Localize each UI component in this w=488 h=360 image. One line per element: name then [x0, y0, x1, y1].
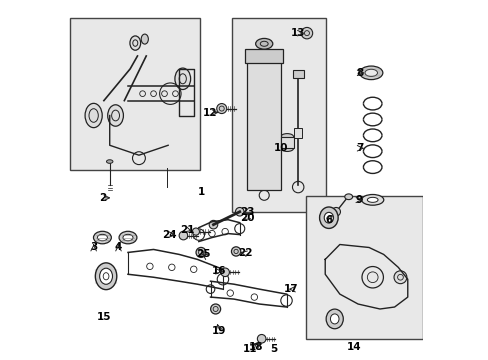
Text: 20: 20 [239, 213, 254, 223]
Ellipse shape [359, 66, 382, 80]
Text: 6: 6 [325, 215, 332, 225]
Circle shape [393, 271, 406, 284]
Bar [280, 137, 293, 148]
Circle shape [301, 27, 312, 39]
Bar [305, 196, 422, 339]
Ellipse shape [130, 36, 141, 50]
Ellipse shape [344, 194, 352, 199]
Ellipse shape [255, 39, 272, 49]
Ellipse shape [97, 234, 107, 241]
Ellipse shape [175, 68, 190, 90]
Circle shape [221, 268, 229, 276]
Ellipse shape [325, 309, 343, 329]
Bar [246, 61, 281, 190]
Circle shape [216, 104, 226, 113]
Ellipse shape [141, 34, 148, 44]
Circle shape [179, 231, 187, 240]
Circle shape [192, 228, 199, 235]
Text: 16: 16 [212, 266, 226, 276]
Circle shape [209, 220, 217, 229]
Bar [70, 18, 199, 170]
Text: 11: 11 [242, 344, 257, 354]
Text: 13: 13 [290, 28, 305, 38]
Ellipse shape [319, 207, 338, 229]
Ellipse shape [364, 69, 377, 76]
Ellipse shape [93, 231, 111, 244]
Text: 24: 24 [162, 230, 177, 239]
Text: 4: 4 [115, 243, 122, 252]
Text: 10: 10 [274, 143, 288, 153]
Text: 8: 8 [355, 68, 363, 78]
Ellipse shape [324, 212, 333, 223]
Text: 14: 14 [346, 342, 361, 352]
Circle shape [231, 247, 240, 256]
Ellipse shape [361, 194, 383, 205]
Ellipse shape [330, 314, 338, 324]
Bar [292, 70, 303, 78]
Ellipse shape [280, 134, 293, 140]
Text: 9: 9 [355, 195, 363, 205]
Bar [245, 49, 283, 63]
Ellipse shape [85, 103, 102, 128]
Text: 23: 23 [239, 207, 254, 217]
Circle shape [235, 207, 244, 216]
Bar [293, 127, 302, 138]
Ellipse shape [280, 145, 293, 152]
Text: 3: 3 [90, 243, 97, 252]
Text: 2: 2 [99, 193, 106, 203]
Text: 1: 1 [197, 187, 204, 197]
Text: 19: 19 [212, 326, 226, 336]
Text: 21: 21 [180, 225, 194, 235]
Ellipse shape [122, 234, 133, 241]
Text: 7: 7 [355, 143, 363, 153]
Circle shape [257, 334, 265, 343]
Ellipse shape [106, 160, 113, 163]
Text: 22: 22 [238, 248, 252, 258]
Text: 18: 18 [248, 342, 263, 352]
Text: 15: 15 [97, 312, 111, 322]
Bar [232, 18, 325, 212]
Text: 5: 5 [270, 344, 277, 354]
Text: 25: 25 [196, 249, 210, 260]
Ellipse shape [95, 263, 117, 290]
Text: 17: 17 [283, 284, 298, 294]
Ellipse shape [107, 105, 123, 126]
Circle shape [196, 247, 205, 257]
Circle shape [331, 207, 340, 216]
Ellipse shape [366, 197, 377, 202]
Text: 12: 12 [203, 108, 217, 117]
Ellipse shape [119, 231, 137, 244]
Circle shape [210, 304, 220, 314]
Ellipse shape [100, 268, 112, 284]
